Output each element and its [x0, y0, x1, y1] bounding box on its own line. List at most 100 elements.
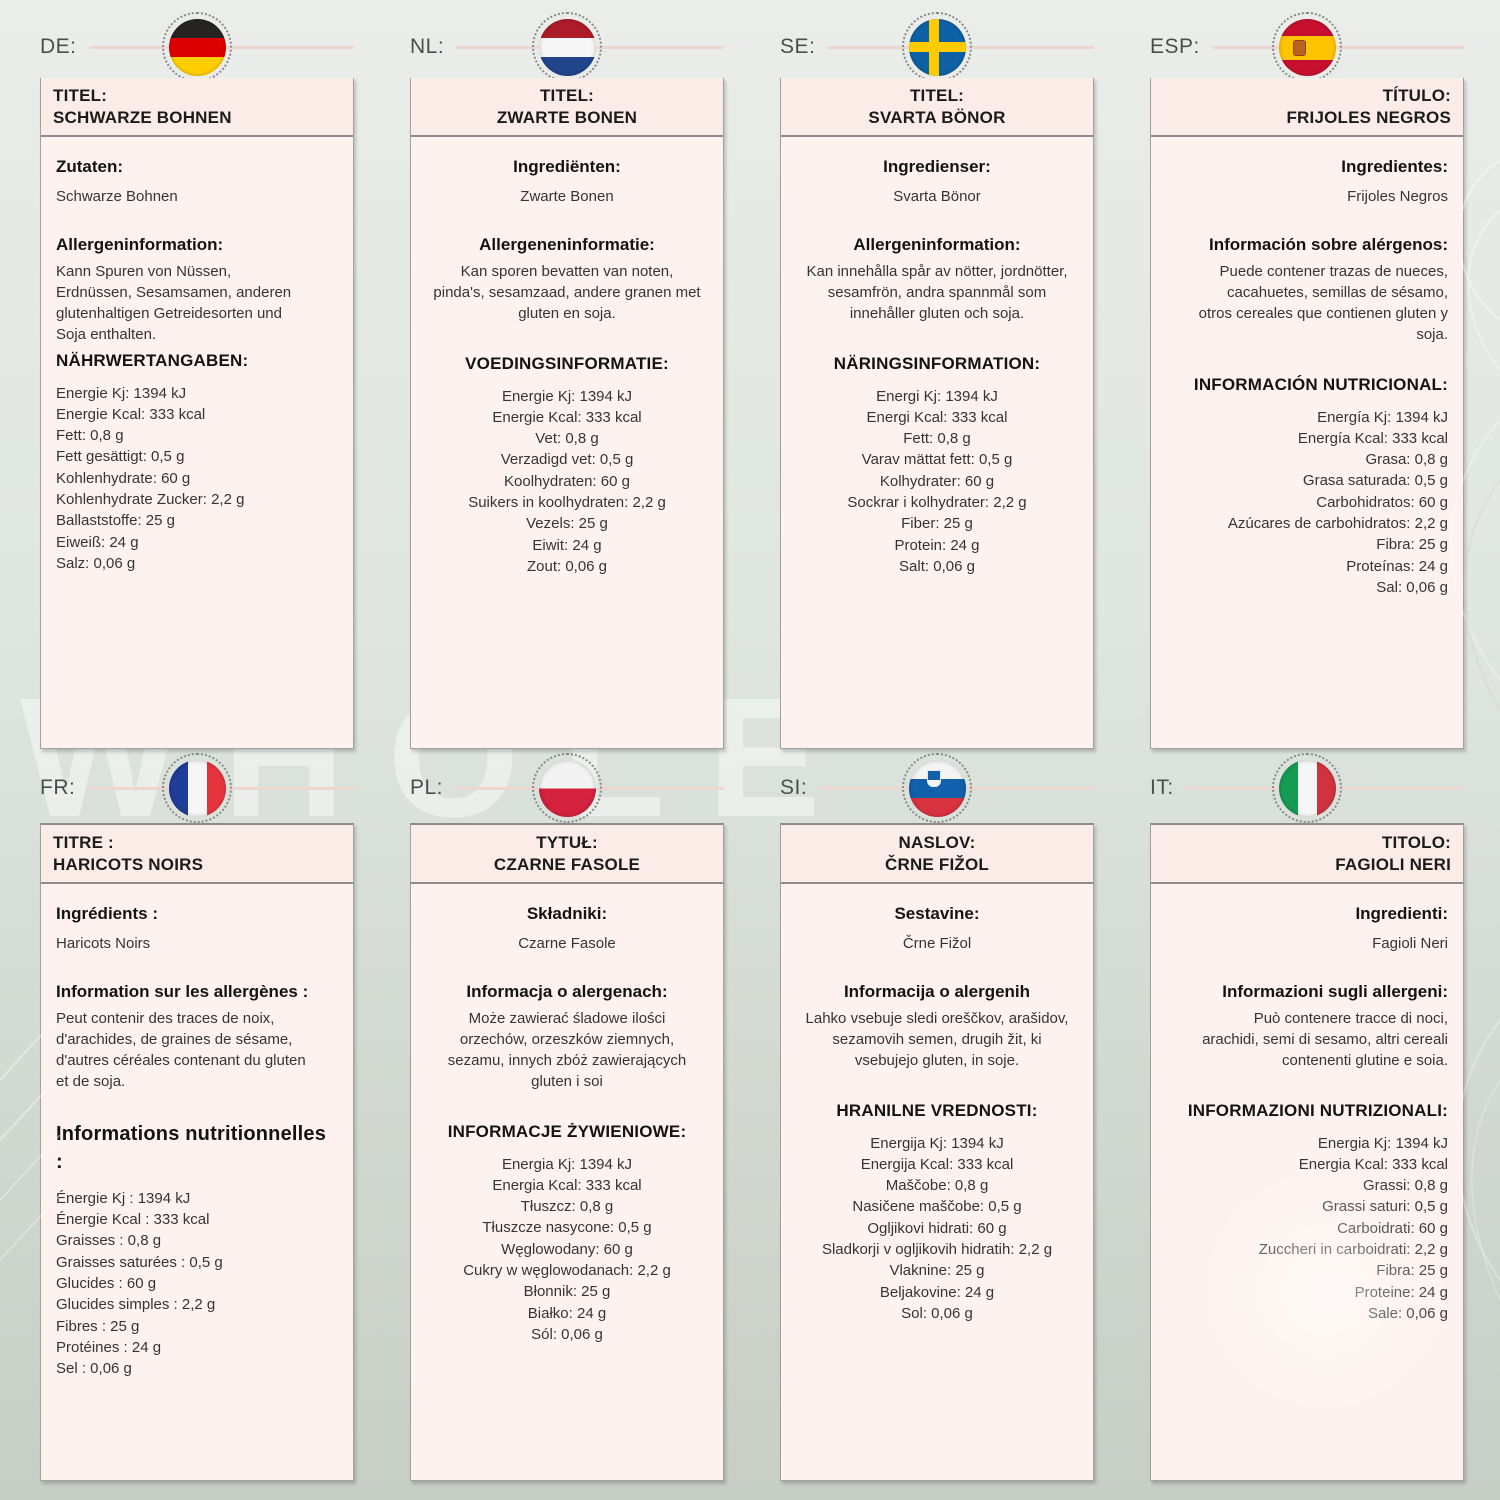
- nutrition-row: Energija Kj: 1394 kJ: [870, 1134, 1004, 1152]
- ingredients-value: Fagioli Neri: [1372, 934, 1448, 952]
- nutrition-row: Energie Kj: 1394 kJ: [501, 387, 633, 405]
- slovenia-flag-icon: [902, 753, 972, 823]
- ingredients-value: Črne Fižol: [902, 934, 972, 952]
- ingredients-heading: Ingredienti:: [1355, 904, 1448, 924]
- ingredients-value: Czarne Fasole: [518, 934, 616, 952]
- card-body-esp: Ingredientes: Frijoles Negros Informació…: [1151, 137, 1463, 748]
- netherlands-flag-icon: [532, 12, 602, 82]
- nutrition-row: Grassi saturi: 0,5 g: [1322, 1198, 1448, 1216]
- title-value: CZARNE FASOLE: [493, 855, 641, 875]
- nutrition-row: Energija Kcal: 333 kcal: [860, 1155, 1014, 1173]
- language-header-fr: FR:: [40, 753, 354, 823]
- nutrition-row: Graisses saturées : 0,5 g: [56, 1253, 223, 1271]
- nutrition-row: Fiber: 25 g: [901, 515, 973, 533]
- ingredients-heading: Ingredientes:: [1341, 157, 1448, 177]
- ingredients-value: Haricots Noirs: [56, 934, 151, 952]
- nutrition-row: Vezels: 25 g: [526, 515, 608, 533]
- title-value: HARICOTS NOIRS: [53, 855, 204, 875]
- nutrition-row: Energia Kcal: 333 kcal: [492, 1176, 642, 1194]
- nutrition-row: Energie Kcal: 333 kcal: [56, 405, 206, 423]
- nutrition-heading: INFORMACJE ŻYWIENIOWE:: [447, 1121, 687, 1141]
- nutrition-row: Energia Kj: 1394 kJ: [1317, 1134, 1448, 1152]
- language-header-si: SI:: [780, 753, 1094, 823]
- ingredients-heading: Ingrediënten:: [513, 157, 621, 177]
- language-label-nl: NL:: [410, 35, 445, 58]
- cards-row-2: TITRE : HARICOTS NOIRS Ingrédients : Har…: [0, 823, 1500, 1481]
- title-value: FAGIOLI NERI: [1335, 855, 1451, 875]
- allergens-heading: Allergeninformation:: [56, 234, 224, 254]
- allergens-text: Może zawierać śladowe ilości orzechów, o…: [447, 1009, 687, 1090]
- nutrition-row: Nasičene maščobe: 0,5 g: [852, 1198, 1022, 1216]
- nutrition-row: Kohlenhydrate: 60 g: [56, 469, 191, 487]
- title-value: FRIJOLES NEGROS: [1286, 108, 1451, 128]
- language-header-it: IT:: [1150, 753, 1464, 823]
- nutrition-row: Énergie Kcal : 333 kcal: [56, 1211, 210, 1229]
- nutrition-row: Azúcares de carbohidratos: 2,2 g: [1227, 515, 1448, 533]
- nutrition-row: Sladkorji v ogljikovih hidratih: 2,2 g: [821, 1241, 1053, 1259]
- language-label-it: IT:: [1150, 776, 1174, 799]
- label-card-it: TITOLO: FAGIOLI NERI Ingredienti: Fagiol…: [1150, 823, 1464, 1481]
- language-header-nl: NL:: [410, 12, 724, 82]
- title-label: TITEL:: [539, 86, 595, 105]
- germany-flag-icon: [162, 12, 232, 82]
- nutrition-row: Vlaknine: 25 g: [889, 1262, 985, 1280]
- nutrition-row: Energia Kj: 1394 kJ: [501, 1155, 633, 1173]
- language-label-si: SI:: [780, 776, 808, 799]
- label-card-si: NASLOV: ČRNE FIŽOL Sestavine: Črne Fižol…: [780, 823, 1094, 1481]
- spain-flag-icon: [1272, 12, 1342, 82]
- nutrition-row: Salz: 0,06 g: [56, 554, 136, 572]
- ingredients-heading: Ingrédients :: [56, 904, 159, 924]
- nutrition-row: Ogljikovi hidrati: 60 g: [867, 1219, 1007, 1237]
- ingredients-value: Frijoles Negros: [1347, 187, 1448, 205]
- card-body-it: Ingredienti: Fagioli Neri Informazioni s…: [1151, 884, 1463, 1480]
- ingredients-heading: Sestavine:: [894, 904, 980, 924]
- title-label: TITEL:: [53, 86, 108, 105]
- nutrition-row: Sól: 0,06 g: [531, 1325, 603, 1343]
- allergens-heading: Informazioni sugli allergeni:: [1222, 981, 1448, 1001]
- nutrition-row: Koolhydraten: 60 g: [504, 472, 630, 490]
- title-value: SVARTA BÖNOR: [868, 108, 1006, 128]
- title-label: TITEL:: [909, 86, 965, 105]
- nutrition-heading: HRANILNE VREDNOSTI:: [836, 1100, 1038, 1120]
- nutrition-row: Glucides : 60 g: [56, 1274, 157, 1292]
- nutrition-heading: VOEDINGSINFORMATIE:: [465, 353, 669, 373]
- card-body-fr: Ingrédients : Haricots Noirs Information…: [41, 884, 353, 1480]
- title-label: TITRE :: [53, 833, 114, 852]
- title-label: TÍTULO:: [1382, 86, 1451, 105]
- title-label: NASLOV:: [898, 833, 976, 852]
- title-label: TYTUŁ:: [536, 833, 598, 852]
- nutrition-heading: INFORMACIÓN NUTRICIONAL:: [1193, 374, 1448, 394]
- nutrition-row: Cukry w węglowodanach: 2,2 g: [463, 1262, 671, 1280]
- nutrition-row: Sockrar i kolhydrater: 2,2 g: [847, 494, 1027, 512]
- poland-flag-icon: [532, 753, 602, 823]
- allergens-text: Lahko vsebuje sledi oreščkov, arašidov, …: [805, 1009, 1069, 1069]
- nutrition-row: Beljakovine: 24 g: [879, 1283, 995, 1301]
- allergens-heading: Informacja o alergenach:: [466, 981, 668, 1001]
- card-body-si: Sestavine: Črne Fižol Informacija o aler…: [781, 884, 1093, 1480]
- label-card-se: TITEL: SVARTA BÖNOR Ingredienser: Svarta…: [780, 78, 1094, 749]
- nutrition-row: Grasa saturada: 0,5 g: [1302, 472, 1448, 490]
- allergens-heading: Allergeneninformatie:: [479, 234, 655, 254]
- language-header-row-2: FR: PL: SI: IT:: [0, 749, 1500, 823]
- language-header-de: DE:: [40, 12, 354, 82]
- nutrition-row: Grasa: 0,8 g: [1365, 451, 1448, 469]
- nutrition-row: Ballaststoffe: 25 g: [56, 512, 175, 530]
- card-title-nl: TITEL: ZWARTE BONEN: [411, 78, 723, 138]
- language-label-pl: PL:: [410, 776, 444, 799]
- ingredients-heading: Ingredienser:: [883, 157, 991, 177]
- label-card-de: TITEL: SCHWARZE BOHNEN Zutaten: Schwarze…: [40, 78, 354, 749]
- slovenia-coat-of-arms: [926, 769, 941, 787]
- nutrition-row: Salt: 0,06 g: [899, 557, 975, 575]
- ingredients-value: Zwarte Bonen: [520, 187, 614, 205]
- nutrition-row: Energía Kcal: 333 kcal: [1297, 429, 1448, 447]
- nutrition-row: Zout: 0,06 g: [526, 557, 608, 575]
- nutrition-row: Graisses : 0,8 g: [56, 1232, 162, 1250]
- label-card-esp: TÍTULO: FRIJOLES NEGROS Ingredientes: Fr…: [1150, 78, 1464, 749]
- nutrition-list: Energía Kj: 1394 kJ Energía Kcal: 333 kca…: [1166, 407, 1448, 599]
- nutrition-row: Sel : 0,06 g: [56, 1360, 132, 1378]
- nutrition-row: Verzadigd vet: 0,5 g: [500, 451, 634, 469]
- language-header-esp: ESP:: [1150, 12, 1464, 82]
- france-flag-icon: [162, 753, 232, 823]
- card-title-si: NASLOV: ČRNE FIŽOL: [781, 825, 1093, 885]
- nutrition-row: Varav mättat fett: 0,5 g: [861, 451, 1013, 469]
